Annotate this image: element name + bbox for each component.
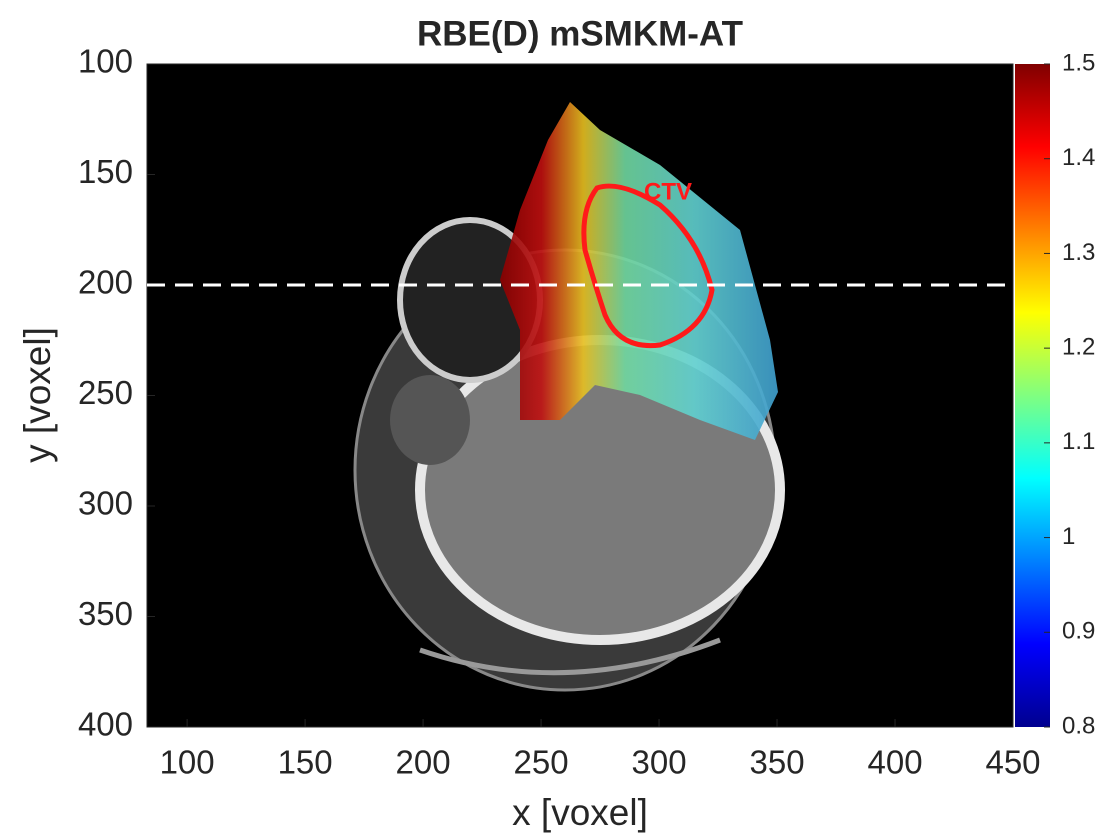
y-tick-label: 350 xyxy=(78,595,133,632)
y-tick-label: 250 xyxy=(78,374,133,411)
colorbar-tick-label: 1.5 xyxy=(1062,49,1095,76)
x-tick-label: 400 xyxy=(867,744,922,781)
x-axis-label: x [voxel] xyxy=(512,792,648,833)
x-tick-label: 350 xyxy=(750,744,805,781)
x-tick-label: 450 xyxy=(985,744,1040,781)
x-tick-label: 250 xyxy=(514,744,569,781)
x-tick-label: 150 xyxy=(278,744,333,781)
ctv-contour xyxy=(581,183,715,349)
colorbar-tick-label: 0.8 xyxy=(1062,712,1095,739)
x-tick-label: 300 xyxy=(632,744,687,781)
colorbar-tick-label: 1.3 xyxy=(1062,239,1095,266)
colorbar-tick-label: 1 xyxy=(1062,523,1075,550)
y-axis-label: y [voxel] xyxy=(17,327,58,463)
colorbar-tick-label: 1.1 xyxy=(1062,428,1095,455)
y-tick-label: 200 xyxy=(78,264,133,301)
y-tick-label: 100 xyxy=(78,43,133,80)
colorbar-tick-label: 1.2 xyxy=(1062,333,1095,360)
y-tick-label: 300 xyxy=(78,485,133,522)
colorbar-tick-label: 0.9 xyxy=(1062,618,1095,645)
y-tick-label: 400 xyxy=(78,706,133,743)
colorbar xyxy=(1015,64,1050,727)
annotation: CTV xyxy=(644,178,692,205)
dose-overlay xyxy=(500,102,778,440)
colorbar-tick-label: 1.4 xyxy=(1062,144,1095,171)
x-tick-label: 100 xyxy=(160,744,215,781)
x-tick-label: 200 xyxy=(396,744,451,781)
chart-title: RBE(D) mSMKM-AT xyxy=(417,14,743,53)
y-tick-label: 150 xyxy=(78,153,133,190)
